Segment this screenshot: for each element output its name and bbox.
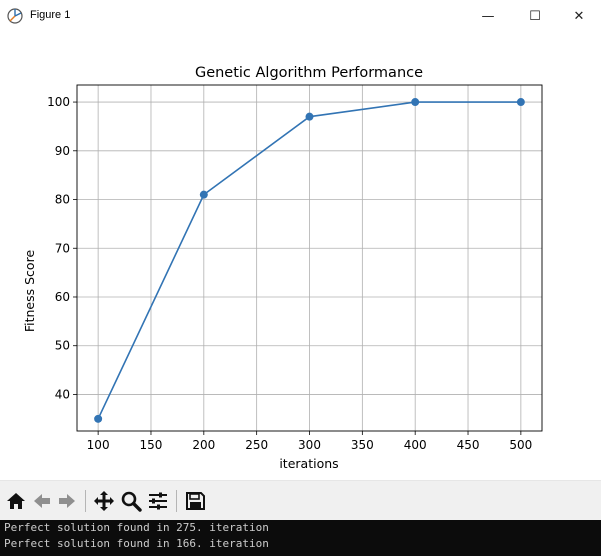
minimize-icon: —	[481, 8, 495, 24]
y-tick-label: 90	[55, 144, 70, 158]
y-tick-label: 60	[55, 290, 70, 304]
home-button[interactable]	[4, 489, 28, 513]
pan-icon	[94, 491, 114, 511]
x-tick-label: 150	[140, 438, 163, 452]
matplotlib-toolbar	[0, 480, 601, 521]
x-tick-label: 250	[245, 438, 268, 452]
data-point	[305, 112, 314, 121]
x-axis-label: iterations	[279, 456, 338, 471]
y-tick-label: 40	[55, 387, 70, 401]
forward-button[interactable]	[55, 489, 79, 513]
toolbar-separator	[85, 490, 86, 512]
window-title: Figure 1	[30, 9, 71, 21]
chart-title: Genetic Algorithm Performance	[195, 65, 423, 81]
x-tick-label: 300	[298, 438, 321, 452]
close-icon: ✕	[573, 8, 585, 24]
close-button[interactable]: ✕	[556, 0, 601, 32]
window-title-bar: Figure 1 — ☐ ✕	[0, 0, 601, 32]
minimize-button[interactable]: —	[465, 0, 511, 32]
y-axis-label: Fitness Score	[22, 250, 37, 333]
pan-button[interactable]	[92, 489, 116, 513]
zoom-button[interactable]	[119, 489, 143, 513]
data-series	[94, 98, 525, 423]
maximize-button[interactable]: ☐	[512, 0, 558, 32]
configure-subplots-icon	[149, 492, 167, 510]
x-tick-label: 100	[87, 438, 110, 452]
data-point	[94, 414, 103, 423]
save-button[interactable]	[183, 489, 207, 513]
x-tick-label: 500	[509, 438, 532, 452]
x-ticks: 100 150 200 250 300 350 400 450 500	[87, 431, 532, 452]
data-point	[516, 98, 525, 107]
console-line: Perfect solution found in 166. iteration	[4, 537, 269, 550]
x-tick-label: 200	[192, 438, 215, 452]
y-tick-label: 80	[55, 193, 70, 207]
configure-subplots-button[interactable]	[146, 489, 170, 513]
y-tick-label: 70	[55, 241, 70, 255]
grid-lines	[77, 85, 542, 431]
toolbar-separator	[176, 490, 177, 512]
forward-arrow-icon	[59, 494, 75, 508]
x-tick-label: 450	[457, 438, 480, 452]
x-tick-label: 350	[351, 438, 374, 452]
matplotlib-figure-icon	[7, 8, 23, 24]
data-point	[411, 98, 420, 107]
console-line: Perfect solution found in 275. iteration	[4, 521, 269, 534]
save-icon	[186, 492, 205, 510]
console-output: Perfect solution found in 275. iteration…	[0, 520, 601, 556]
y-ticks: 40 50 60 70 80 90 100	[47, 95, 77, 401]
back-button[interactable]	[30, 489, 54, 513]
figure-canvas[interactable]: 100 150 200 250 300 350 400 450 500 40 50 60 70 80 90…	[0, 32, 601, 480]
line-chart: 100 150 200 250 300 350 400 450 500 40 50 60 70 80 90…	[22, 65, 543, 471]
x-tick-label: 400	[404, 438, 427, 452]
home-icon	[7, 493, 25, 509]
zoom-icon	[121, 491, 142, 512]
data-point	[199, 190, 208, 199]
maximize-icon: ☐	[529, 8, 541, 24]
y-tick-label: 50	[55, 339, 70, 353]
back-arrow-icon	[34, 494, 50, 508]
y-tick-label: 100	[47, 95, 70, 109]
